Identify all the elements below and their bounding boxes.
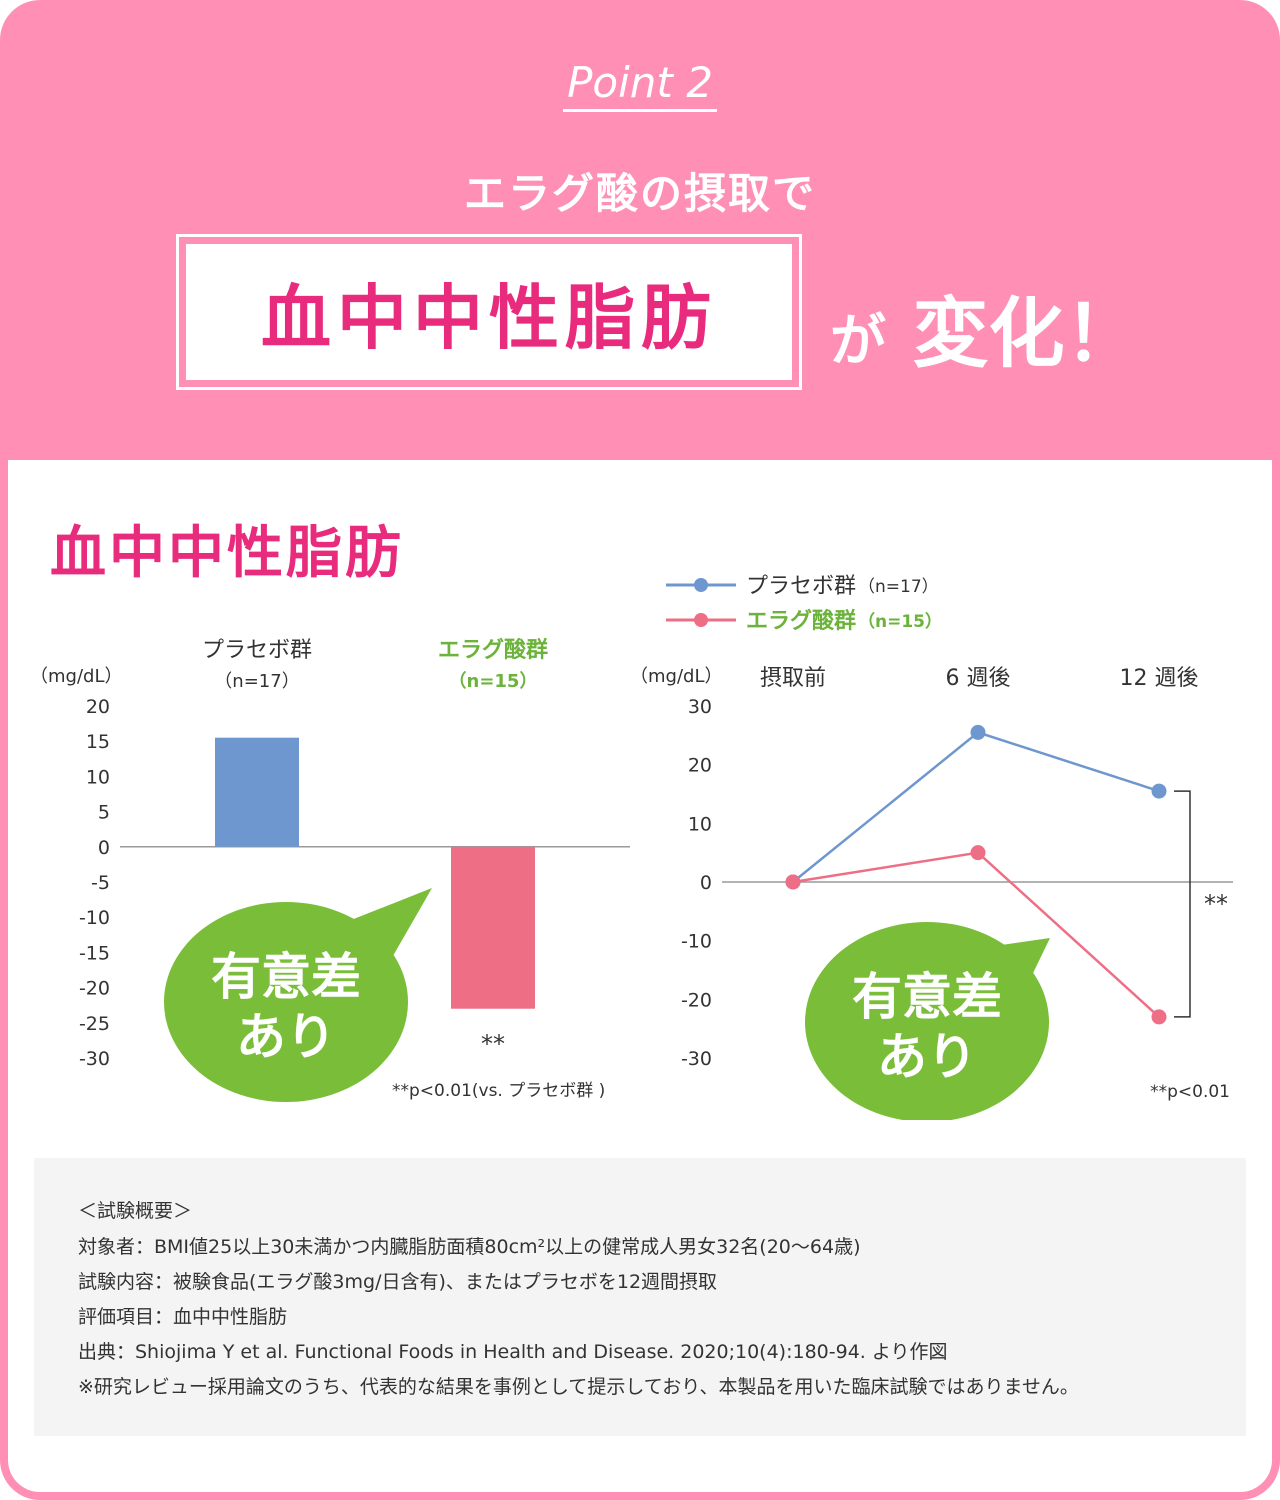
line-y-tick: -10 [681, 931, 712, 953]
bar-y-tick: 20 [86, 696, 110, 718]
legend-n: （n=15） [858, 611, 942, 632]
study-summary-box [34, 1158, 1246, 1436]
line-x-category: 摂取前 [760, 666, 826, 691]
line-y-tick: 20 [688, 755, 712, 777]
line-footnote: **p<0.01 [1150, 1082, 1230, 1102]
bar-category-n: （n=17） [214, 671, 299, 692]
bar-chart: （mg/dL） 20 15 10 5 0 -5 -10 -15 -20 -25 -30 プラセボ群 （n=… [30, 637, 630, 1102]
line-y-tick: 0 [700, 872, 712, 894]
legend-swatch-dot [694, 578, 708, 592]
badge-line1: 有意差 [852, 968, 1002, 1026]
series-point-1 [1151, 1009, 1167, 1025]
legend-label: エラグ酸群 [746, 608, 856, 634]
line-unit-label: （mg/dL） [630, 666, 722, 687]
bar-category-n: （n=15） [449, 671, 538, 692]
line-y-tick: -30 [681, 1048, 712, 1070]
line-y-tick: 10 [688, 813, 712, 835]
bar-0 [215, 737, 299, 847]
bar-unit-label: （mg/dL） [30, 666, 122, 687]
suffix-change: 変化！ [912, 289, 1141, 378]
bar-category-label: エラグ酸群 [438, 637, 548, 663]
line-chart: プラセボ群 （n=17）エラグ酸群 （n=15） （mg/dL） 摂取前 6 週後 12 週… [630, 574, 1233, 1120]
summary-subjects: 対象者：BMI値25以上30未満かつ内臓脂肪面積80cm²以上の健常成人男女32… [78, 1236, 861, 1258]
bar-y-tick: -25 [79, 1013, 110, 1035]
bar-y-tick: -15 [79, 942, 110, 964]
change-headline: が 変化！ [830, 272, 1140, 382]
summary-heading: ＜試験概要＞ [78, 1200, 193, 1222]
bar-y-tick: -30 [79, 1048, 110, 1070]
bar-y-tick: 10 [86, 766, 110, 788]
series-point-1 [785, 874, 801, 890]
suffix-ga: が [830, 309, 886, 374]
header: Point 2 エラグ酸の摂取で 血中中性脂肪 が 変化！ [0, 0, 1280, 460]
series-point-0 [970, 724, 986, 740]
panel-title: 血中中性脂肪 [50, 521, 404, 586]
badge-line2: あり [236, 1008, 336, 1066]
highlight-title: 血中中性脂肪 [186, 244, 792, 380]
speech-bubble [164, 902, 408, 1102]
bar-y-tick: -5 [91, 872, 110, 894]
summary-protocol: 試験内容：被験食品(エラグ酸3mg/日含有)、またはプラセボを12週間摂取 [78, 1271, 718, 1293]
legend-n: （n=17） [858, 577, 939, 597]
bar-significance-mark: ** [481, 1030, 505, 1058]
bar-y-tick: -20 [79, 978, 110, 1000]
series-point-0 [1151, 783, 1167, 799]
bar-y-tick: 0 [98, 837, 110, 859]
point-label: Point 2 [0, 58, 1280, 112]
bar-y-tick: -10 [79, 907, 110, 929]
badge-line2: あり [877, 1028, 977, 1086]
highlight-frame [176, 234, 802, 390]
badge-line1: 有意差 [211, 948, 361, 1006]
bar-footnote: **p<0.01(vs. プラセボ群 ) [392, 1081, 605, 1101]
speech-tail [326, 888, 432, 982]
bar-1 [451, 846, 535, 1009]
line-y-tick: 30 [688, 696, 712, 718]
line-y-tick: -20 [681, 989, 712, 1011]
bar-y-tick: 5 [98, 802, 110, 824]
series-point-1 [970, 845, 986, 861]
line-significance-mark: ** [1204, 890, 1228, 918]
bar-category-label: プラセボ群 [202, 638, 312, 663]
summary-disclaimer: ※研究レビュー採用論文のうち、代表的な結果を事例として提示しており、本製品を用い… [78, 1376, 1079, 1398]
bar-y-tick: 15 [86, 731, 110, 753]
legend-label: プラセボ群 [746, 574, 856, 599]
line-x-category: 12 週後 [1120, 666, 1199, 691]
subtitle: エラグ酸の摂取で [463, 169, 816, 218]
legend-swatch-dot [694, 613, 708, 627]
significance-bracket [1174, 790, 1191, 1018]
line-x-category: 6 週後 [946, 666, 1011, 691]
speech-bubble [805, 922, 1049, 1120]
summary-source: 出典：Shiojima Y et al. Functional Foods in… [78, 1341, 948, 1363]
summary-endpoint: 評価項目：血中中性脂肪 [78, 1306, 288, 1328]
